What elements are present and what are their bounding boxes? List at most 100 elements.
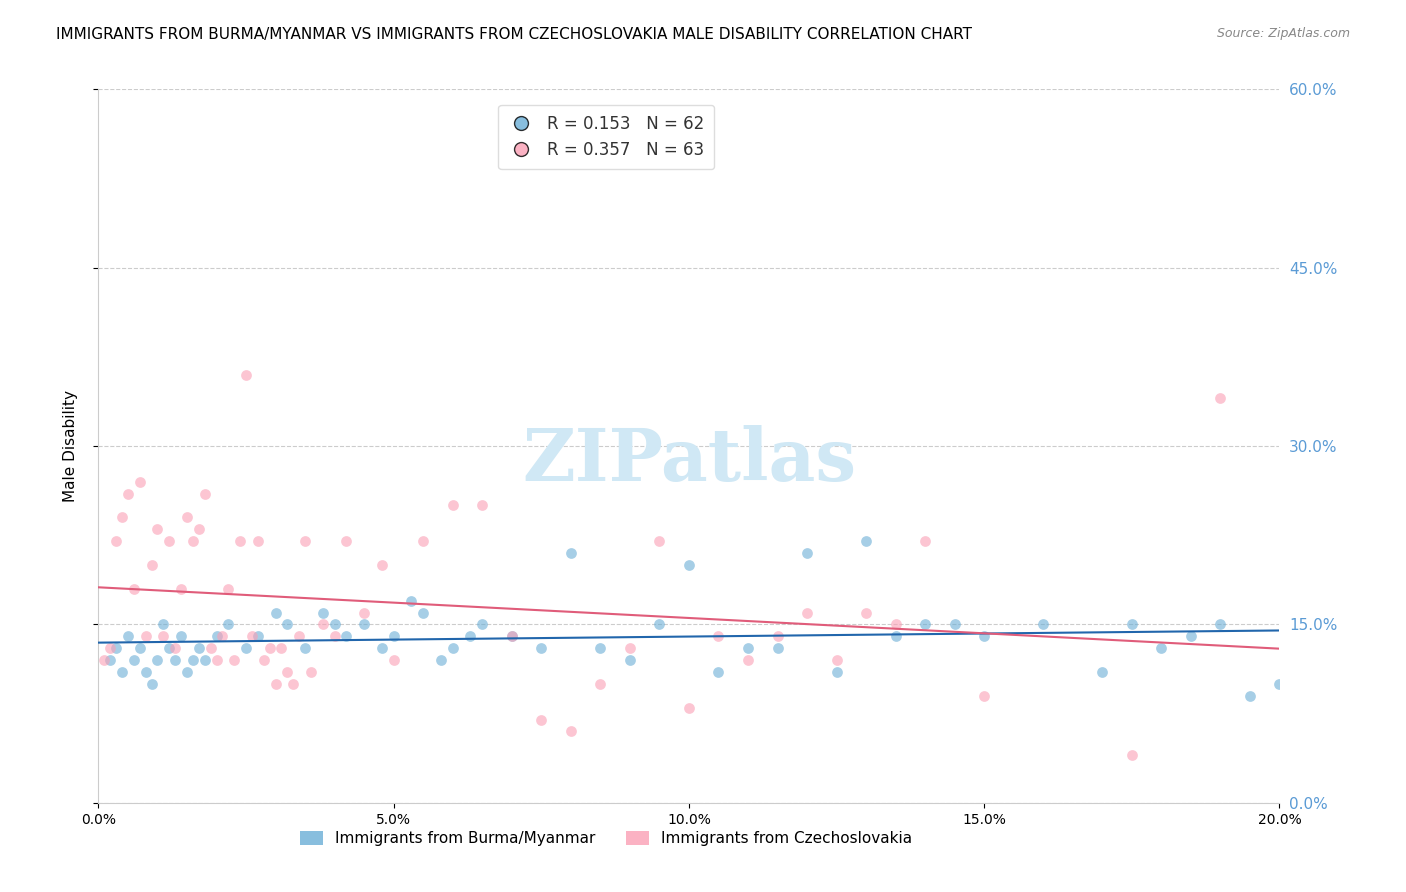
Point bbox=[170, 629, 193, 643]
Point bbox=[276, 617, 298, 632]
Point bbox=[353, 617, 375, 632]
Point bbox=[1239, 689, 1261, 703]
Point bbox=[235, 368, 257, 382]
Point bbox=[146, 522, 169, 536]
Point bbox=[194, 486, 217, 500]
Point bbox=[264, 677, 287, 691]
Point bbox=[530, 641, 553, 656]
Point bbox=[441, 641, 464, 656]
Point bbox=[217, 582, 239, 596]
Point bbox=[98, 653, 121, 667]
Point bbox=[371, 641, 394, 656]
Point bbox=[323, 617, 346, 632]
Point bbox=[973, 689, 995, 703]
Point bbox=[200, 641, 222, 656]
Point bbox=[128, 475, 150, 489]
Point bbox=[371, 558, 394, 572]
Point bbox=[707, 665, 730, 679]
Point bbox=[1091, 665, 1114, 679]
Point bbox=[122, 653, 145, 667]
Point bbox=[501, 629, 523, 643]
Point bbox=[412, 606, 434, 620]
Point bbox=[111, 665, 134, 679]
Point bbox=[382, 653, 405, 667]
Point bbox=[855, 606, 877, 620]
Point bbox=[914, 534, 936, 549]
Point bbox=[884, 617, 907, 632]
Point bbox=[259, 641, 281, 656]
Point bbox=[619, 641, 641, 656]
Point bbox=[1121, 617, 1143, 632]
Point bbox=[353, 606, 375, 620]
Point bbox=[766, 641, 789, 656]
Point bbox=[135, 629, 157, 643]
Point bbox=[471, 499, 494, 513]
Point bbox=[181, 534, 204, 549]
Point bbox=[648, 617, 671, 632]
Point bbox=[796, 546, 818, 560]
Point bbox=[117, 629, 139, 643]
Point bbox=[141, 558, 163, 572]
Point bbox=[401, 593, 423, 607]
Point bbox=[501, 629, 523, 643]
Point bbox=[707, 629, 730, 643]
Point bbox=[294, 641, 316, 656]
Point bbox=[973, 629, 995, 643]
Point bbox=[224, 653, 246, 667]
Point bbox=[737, 641, 759, 656]
Point bbox=[648, 534, 671, 549]
Point bbox=[141, 677, 163, 691]
Point bbox=[382, 629, 405, 643]
Point bbox=[187, 522, 209, 536]
Point bbox=[229, 534, 252, 549]
Point bbox=[105, 534, 128, 549]
Point bbox=[589, 677, 612, 691]
Point bbox=[1209, 392, 1232, 406]
Point bbox=[211, 629, 233, 643]
Point bbox=[270, 641, 292, 656]
Point bbox=[589, 641, 612, 656]
Point bbox=[276, 665, 298, 679]
Point bbox=[1268, 677, 1291, 691]
Point bbox=[157, 641, 180, 656]
Point bbox=[122, 582, 145, 596]
Y-axis label: Male Disability: Male Disability bbox=[63, 390, 77, 502]
Point bbox=[441, 499, 464, 513]
Point bbox=[135, 665, 157, 679]
Point bbox=[678, 700, 700, 714]
Point bbox=[430, 653, 453, 667]
Point bbox=[1209, 617, 1232, 632]
Point bbox=[157, 534, 180, 549]
Point bbox=[152, 629, 174, 643]
Point bbox=[165, 653, 187, 667]
Text: ZIPatlas: ZIPatlas bbox=[522, 425, 856, 496]
Point bbox=[98, 641, 121, 656]
Point bbox=[1121, 748, 1143, 763]
Point bbox=[264, 606, 287, 620]
Text: IMMIGRANTS FROM BURMA/MYANMAR VS IMMIGRANTS FROM CZECHOSLOVAKIA MALE DISABILITY : IMMIGRANTS FROM BURMA/MYANMAR VS IMMIGRA… bbox=[56, 27, 972, 42]
Point bbox=[194, 653, 217, 667]
Point bbox=[235, 641, 257, 656]
Point bbox=[170, 582, 193, 596]
Legend: Immigrants from Burma/Myanmar, Immigrants from Czechoslovakia: Immigrants from Burma/Myanmar, Immigrant… bbox=[294, 825, 918, 852]
Point bbox=[530, 713, 553, 727]
Point bbox=[283, 677, 305, 691]
Point bbox=[253, 653, 276, 667]
Point bbox=[312, 617, 335, 632]
Point bbox=[335, 629, 357, 643]
Point bbox=[117, 486, 139, 500]
Point bbox=[176, 510, 198, 524]
Point bbox=[105, 641, 128, 656]
Point bbox=[943, 617, 966, 632]
Point bbox=[246, 629, 269, 643]
Point bbox=[1150, 641, 1173, 656]
Point bbox=[146, 653, 169, 667]
Point bbox=[246, 534, 269, 549]
Point bbox=[187, 641, 209, 656]
Point bbox=[128, 641, 150, 656]
Point bbox=[111, 510, 134, 524]
Text: Source: ZipAtlas.com: Source: ZipAtlas.com bbox=[1216, 27, 1350, 40]
Point bbox=[335, 534, 357, 549]
Point bbox=[312, 606, 335, 620]
Point bbox=[678, 558, 700, 572]
